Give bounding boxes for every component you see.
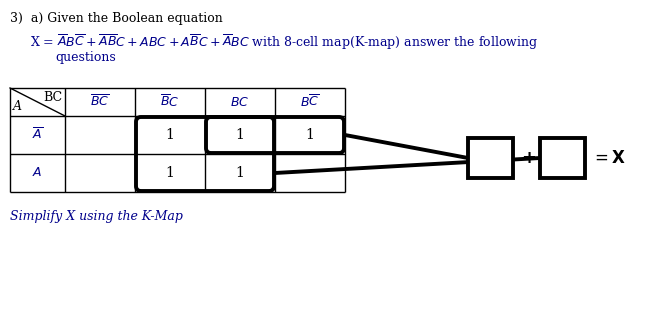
Text: $\overline{B}\overline{C}$: $\overline{B}\overline{C}$ (90, 94, 109, 110)
Text: $= \mathbf{X}$: $= \mathbf{X}$ (591, 149, 626, 167)
Text: 3)  a) Given the Boolean equation: 3) a) Given the Boolean equation (10, 12, 223, 25)
Text: X = $\overline{A}B\overline{C}+\overline{A}\overline{B}C+ABC+A\overline{B}C+\ove: X = $\overline{A}B\overline{C}+\overline… (30, 33, 538, 52)
Text: A: A (13, 100, 22, 113)
Bar (540, 138, 585, 178)
Text: $BC$: $BC$ (231, 95, 250, 108)
Text: +: + (521, 149, 536, 167)
Text: 1: 1 (236, 166, 244, 180)
Text: Simplify X using the K-Map: Simplify X using the K-Map (10, 210, 183, 223)
Bar (468, 138, 513, 178)
Text: $\overline{A}$: $\overline{A}$ (32, 127, 43, 143)
Text: $B\overline{C}$: $B\overline{C}$ (301, 94, 320, 110)
Text: questions: questions (55, 51, 116, 64)
Text: 1: 1 (166, 128, 174, 142)
Text: 1: 1 (236, 128, 244, 142)
Text: BC: BC (43, 91, 62, 104)
Text: 1: 1 (306, 128, 314, 142)
Text: 1: 1 (166, 166, 174, 180)
Text: $A$: $A$ (32, 166, 43, 180)
Text: $\overline{B}C$: $\overline{B}C$ (160, 94, 179, 110)
